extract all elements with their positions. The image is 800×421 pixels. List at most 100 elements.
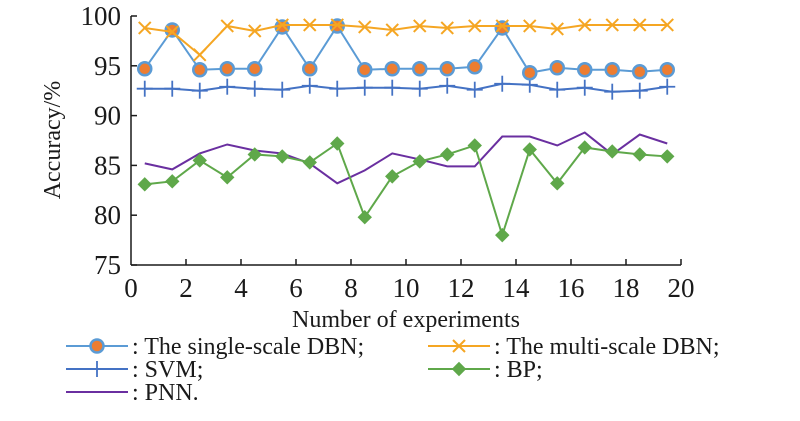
data-point-x [440, 21, 454, 35]
y-axis-title: Accuracy/% [40, 81, 66, 200]
y-ticks: 75 80 85 90 95 100 [81, 1, 137, 280]
series-the-single-scale-dbn [137, 18, 675, 81]
data-point-plus [246, 80, 263, 97]
legend-label: : PNN. [132, 380, 199, 406]
data-point-diamond [247, 147, 262, 162]
data-point-circle [412, 61, 428, 77]
data-point-diamond [495, 227, 510, 243]
x-tick-label: 8 [344, 273, 358, 303]
data-point-x [275, 18, 289, 32]
legend-item: : SVM; [66, 357, 203, 383]
data-point-plus [136, 80, 153, 97]
data-point-diamond [605, 144, 620, 159]
data-point-diamond [137, 177, 152, 192]
series-pnn [144, 131, 668, 185]
data-point-circle [522, 65, 538, 81]
data-point-plus [549, 81, 566, 98]
series-the-multi-scale-dbn [138, 18, 674, 62]
data-point-diamond [451, 361, 467, 377]
data-point-plus [164, 80, 181, 97]
data-point-diamond [357, 209, 372, 225]
data-point-circle [137, 61, 153, 77]
y-tick-label: 90 [94, 101, 121, 131]
x-tick-label: 18 [613, 273, 640, 303]
data-point-plus [411, 80, 428, 97]
data-point-plus [89, 361, 105, 377]
y-tick-label: 85 [94, 150, 121, 180]
x-tick-label: 0 [124, 273, 138, 303]
data-point-diamond [302, 155, 317, 170]
data-point-plus [659, 78, 676, 95]
data-point-diamond [440, 147, 455, 162]
x-tick-label: 14 [503, 273, 531, 303]
data-point-x [330, 18, 344, 32]
data-point-x [385, 23, 399, 37]
data-point-x [220, 19, 234, 33]
data-point-diamond [192, 153, 207, 168]
data-point-circle [164, 22, 180, 38]
x-ticks: 0 2 4 6 8 10 12 14 16 18 20 [124, 259, 695, 303]
series-line [144, 131, 668, 185]
data-point-circle [192, 62, 208, 78]
data-point-x [605, 18, 619, 32]
data-point-x [633, 18, 647, 32]
data-point-plus [466, 81, 483, 98]
data-point-x [468, 19, 482, 33]
legend: : The single-scale DBN; : The multi-scale… [66, 334, 720, 406]
data-point-x [193, 48, 207, 62]
data-point-diamond [660, 149, 675, 164]
legend-label: : SVM; [132, 357, 203, 383]
x-tick-label: 20 [668, 273, 695, 303]
data-point-x [358, 20, 372, 34]
data-point-plus [191, 82, 208, 99]
data-point-x [413, 19, 427, 33]
data-point-circle [549, 60, 565, 76]
series-layer [136, 18, 676, 243]
data-point-circle [439, 61, 455, 77]
data-point-plus [301, 77, 318, 94]
legend-label: : The multi-scale DBN; [494, 334, 720, 360]
data-point-plus [329, 80, 346, 97]
data-point-plus [384, 79, 401, 96]
series-line [144, 141, 668, 239]
data-point-circle [604, 62, 620, 78]
data-point-diamond [275, 149, 290, 164]
data-point-x [523, 19, 537, 33]
series-svm [136, 75, 676, 100]
data-point-diamond [165, 174, 180, 189]
x-axis-title: Number of experiments [292, 307, 520, 333]
x-tick-label: 12 [448, 273, 475, 303]
data-point-diamond [412, 154, 427, 169]
data-point-circle [632, 64, 648, 80]
series-bp [137, 136, 675, 243]
x-tick-label: 16 [558, 273, 585, 303]
data-point-diamond [330, 136, 345, 151]
y-tick-label: 75 [94, 250, 121, 280]
legend-label: : The single-scale DBN; [132, 334, 364, 360]
x-tick-label: 10 [393, 273, 420, 303]
data-point-diamond [385, 169, 400, 184]
data-point-circle [494, 20, 510, 36]
data-point-circle [302, 61, 318, 77]
y-tick-label: 95 [94, 51, 121, 81]
data-point-diamond [577, 140, 592, 155]
data-point-circle [659, 62, 675, 78]
data-point-x [452, 339, 466, 353]
x-tick-label: 4 [234, 273, 248, 303]
data-point-x [550, 22, 564, 36]
data-point-circle [357, 62, 373, 78]
x-tick-label: 6 [289, 273, 303, 303]
data-point-circle [384, 61, 400, 77]
data-point-circle [89, 338, 105, 354]
legend-item: : The single-scale DBN; [66, 334, 364, 360]
data-point-x [303, 18, 317, 32]
data-point-circle [467, 59, 483, 75]
data-point-plus [631, 82, 648, 99]
data-point-circle [219, 61, 235, 77]
data-point-diamond [550, 176, 565, 191]
legend-label: : BP; [494, 357, 543, 383]
data-point-diamond [632, 147, 647, 162]
series-line [144, 23, 668, 57]
data-point-plus [494, 75, 511, 92]
